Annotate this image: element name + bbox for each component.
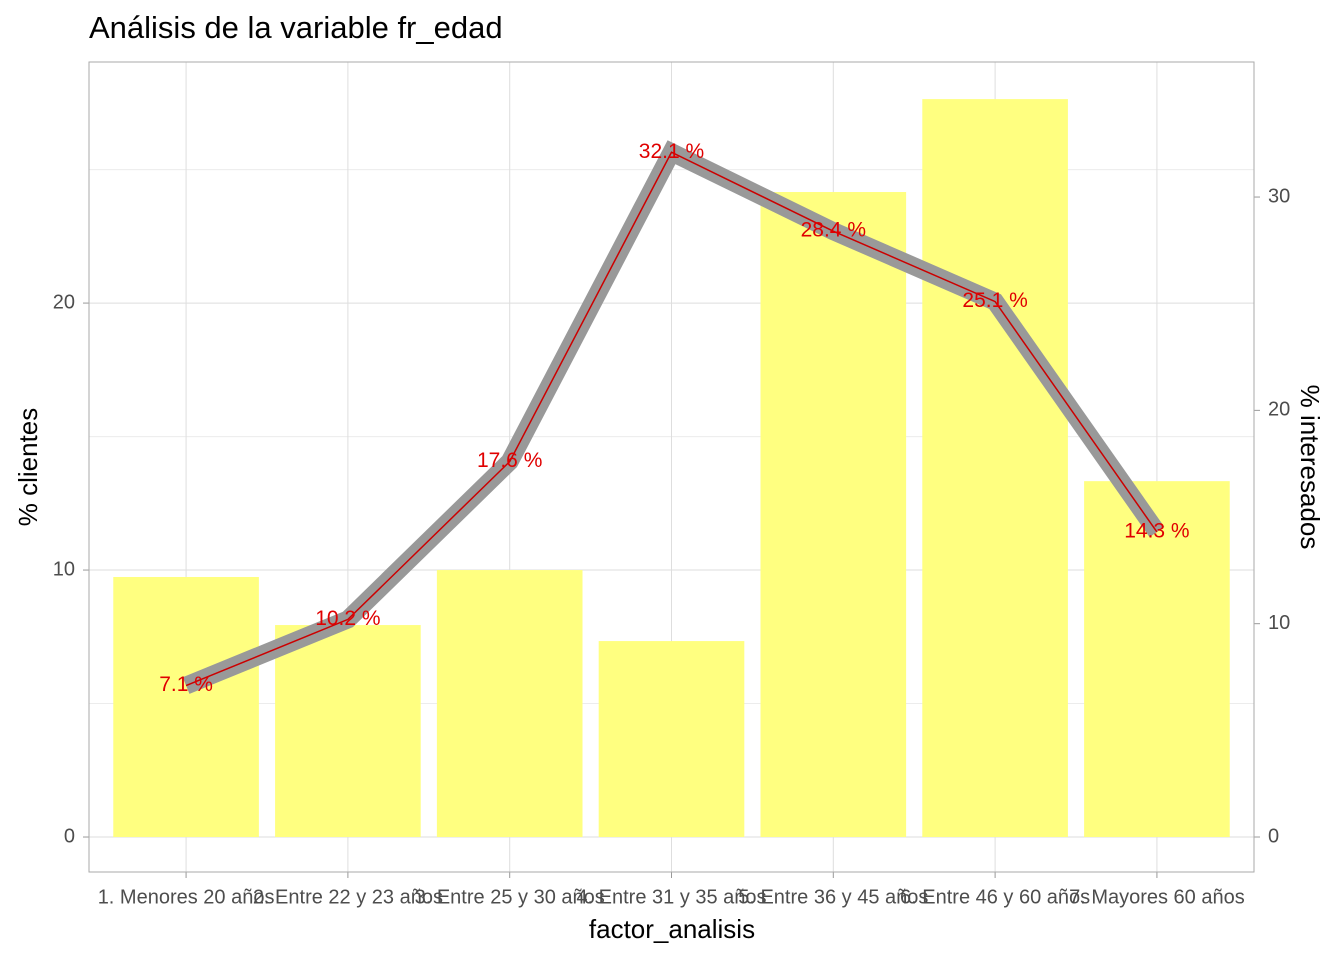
x-tick-label: 4. Entre 31 y 35 años [576, 886, 766, 908]
bar [922, 99, 1068, 838]
y2-tick-label: 0 [1268, 825, 1279, 847]
value-label: 14.3 % [1124, 520, 1189, 543]
x-tick-label: 5. Entre 36 y 45 años [738, 886, 928, 908]
x-tick-label: 6. Entre 46 y 60 años [900, 886, 1090, 908]
y-axis-title: % clientes [13, 408, 43, 527]
y-tick-label: 10 [53, 558, 75, 580]
x-tick-label: 7. Mayores 60 años [1069, 886, 1245, 908]
value-label: 25.1 % [962, 289, 1027, 312]
x-axis-title: factor_analisis [589, 914, 755, 944]
y2-tick-label: 10 [1268, 612, 1290, 634]
value-label: 32.1 % [639, 140, 704, 163]
x-tick-label: 1. Menores 20 años [98, 886, 275, 908]
bar [113, 576, 259, 838]
panel-border [88, 61, 1255, 873]
x-tick-label: 3. Entre 25 y 30 años [415, 886, 605, 908]
y-tick-label: 20 [53, 291, 75, 313]
x-tick-label: 2. Entre 22 y 23 años [253, 886, 443, 908]
bar [275, 625, 421, 838]
value-label: 7.1 % [159, 673, 213, 696]
bar [598, 641, 745, 838]
y2-axis-title: % interesados [1295, 385, 1325, 550]
y-tick-label: 0 [64, 825, 75, 847]
bar [760, 192, 907, 838]
bar [436, 570, 583, 838]
value-label: 17.6 % [477, 449, 542, 472]
line [185, 151, 1158, 687]
value-label: 10.2 % [315, 607, 380, 630]
bar [1084, 481, 1230, 838]
y2-tick-label: 20 [1268, 399, 1290, 421]
value-label: 28.4 % [801, 219, 866, 242]
y2-tick-label: 30 [1268, 185, 1290, 207]
chart-title: Análisis de la variable fr_edad [89, 10, 503, 45]
